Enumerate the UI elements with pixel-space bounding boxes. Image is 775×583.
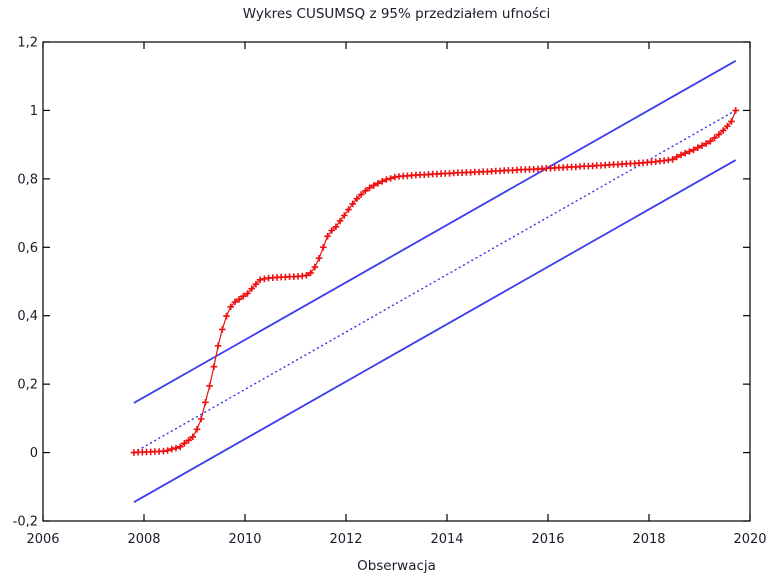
y-tick-label: 0,4 [17,309,38,324]
x-axis-label: Obserwacja [357,558,436,574]
reference-dotted-line [133,109,737,454]
y-tick-label: 1 [30,104,38,119]
x-tick-label: 2010 [228,532,261,547]
chart-title: Wykres CUSUMSQ z 95% przedziałem ufności [243,6,550,22]
confidence-band-line [133,159,737,503]
y-tick-label: 0,2 [17,378,38,393]
x-tick-label: 2008 [127,532,160,547]
y-tick-label: 1,2 [17,36,38,51]
x-tick-label: 2020 [733,532,766,547]
x-tick-label: 2012 [329,532,362,547]
y-tick-label: 0,8 [17,172,38,187]
cusumsq-plus-markers [130,107,739,456]
x-tick-label: 2014 [430,532,463,547]
x-tick-label: 2006 [26,532,59,547]
y-tick-label: -0,2 [13,515,38,530]
plot-frame [42,41,751,522]
confidence-band-line [133,60,737,404]
y-tick-label: 0,6 [17,241,38,256]
x-tick-label: 2018 [632,532,665,547]
x-tick-label: 2016 [531,532,564,547]
y-tick-label: 0 [30,446,38,461]
